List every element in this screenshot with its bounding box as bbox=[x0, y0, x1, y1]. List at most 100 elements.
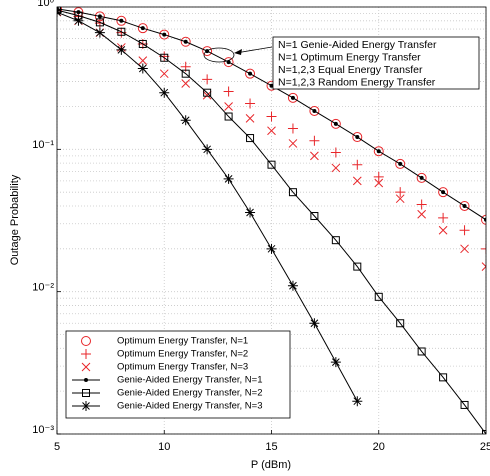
marker-star bbox=[309, 318, 320, 329]
marker-plus bbox=[459, 225, 470, 236]
marker-circle bbox=[81, 336, 91, 346]
marker-dot bbox=[376, 149, 381, 154]
marker-dot bbox=[119, 18, 124, 23]
annotation-text: N=1 Genie-Aided Energy Transfer bbox=[278, 39, 437, 51]
marker-square bbox=[310, 212, 319, 221]
marker-circle bbox=[57, 7, 62, 14]
marker-star bbox=[81, 401, 91, 411]
legend: Optimum Energy Transfer, N=1 Optimum Ener… bbox=[65, 330, 291, 419]
x-tick-label: 5 bbox=[54, 441, 60, 453]
marker-star bbox=[137, 63, 148, 74]
marker-plus bbox=[395, 187, 406, 198]
legend-label: Optimum Energy Transfer, N=1 bbox=[117, 336, 248, 347]
marker-plus bbox=[330, 147, 341, 158]
marker-star bbox=[202, 144, 213, 155]
marker-circle bbox=[438, 187, 449, 198]
marker-circle bbox=[180, 36, 191, 47]
marker-dot bbox=[140, 26, 145, 31]
marker-cross bbox=[310, 151, 319, 161]
marker-dot bbox=[84, 378, 88, 382]
marker-square bbox=[160, 53, 169, 62]
legend-label: Genie-Aided Energy Transfer, N=2 bbox=[117, 388, 262, 399]
marker-dot bbox=[248, 71, 253, 76]
y-tick-label: 10⁻³ bbox=[32, 424, 54, 436]
marker-circle bbox=[481, 214, 486, 225]
marker-circle bbox=[416, 172, 427, 183]
marker-square bbox=[417, 347, 426, 356]
marker-plus bbox=[202, 74, 213, 85]
marker-star bbox=[330, 357, 341, 368]
y-axis-label: Outage Probability bbox=[9, 174, 21, 265]
marker-dot bbox=[269, 83, 274, 88]
marker-star bbox=[223, 173, 234, 184]
marker-star bbox=[159, 87, 170, 98]
marker-star bbox=[73, 15, 84, 26]
marker-dot bbox=[484, 217, 486, 222]
marker-plus bbox=[373, 171, 384, 182]
marker-square bbox=[396, 319, 405, 328]
marker-plus bbox=[309, 135, 320, 146]
marker-cross bbox=[81, 362, 91, 372]
annotation-arrow bbox=[235, 46, 273, 54]
y-tick-label: 10⁻² bbox=[32, 282, 54, 294]
annotation-text: N=1,2,3 Equal Energy Transfer bbox=[278, 64, 423, 76]
marker-circle bbox=[137, 23, 148, 34]
marker-plus bbox=[81, 349, 91, 359]
marker-dot bbox=[312, 108, 317, 113]
marker-circle bbox=[287, 92, 298, 103]
marker-circle bbox=[223, 57, 234, 68]
y-tick-label: 10⁰ bbox=[37, 0, 54, 9]
marker-square bbox=[117, 27, 126, 36]
data-layer bbox=[57, 7, 486, 434]
marker-cross bbox=[181, 79, 191, 88]
marker-square bbox=[138, 39, 147, 48]
y-tick-label: 10⁻¹ bbox=[32, 139, 54, 151]
marker-plus bbox=[266, 111, 277, 122]
marker-plus bbox=[352, 159, 363, 170]
annotation-ellipse bbox=[203, 47, 235, 63]
legend-label: Optimum Energy Transfer, N=3 bbox=[117, 362, 248, 373]
marker-square bbox=[203, 88, 212, 97]
legend-label: Genie-Aided Energy Transfer, N=1 bbox=[117, 375, 262, 386]
marker-square bbox=[181, 69, 190, 78]
marker-cross bbox=[438, 225, 448, 235]
x-tick-label: 10 bbox=[158, 441, 170, 453]
marker-star bbox=[266, 243, 277, 254]
marker-plus bbox=[245, 98, 256, 109]
marker-star bbox=[116, 44, 127, 55]
marker-dot bbox=[398, 161, 403, 166]
marker-dot bbox=[97, 14, 102, 19]
annotation-text: N=1 Optimum Energy Transfer bbox=[278, 51, 421, 63]
annotation-text: N=1,2,3 Random Energy Transfer bbox=[278, 76, 436, 88]
marker-plus bbox=[438, 212, 449, 223]
annotation-box bbox=[272, 36, 480, 90]
legend-label: Optimum Energy Transfer, N=2 bbox=[117, 349, 248, 360]
marker-circle bbox=[395, 158, 406, 169]
marker-cross bbox=[202, 90, 212, 100]
marker-plus bbox=[287, 123, 298, 134]
marker-plus bbox=[223, 86, 234, 97]
marker-square bbox=[374, 292, 383, 301]
marker-dot bbox=[441, 190, 446, 195]
marker-circle bbox=[202, 46, 213, 57]
marker-cross bbox=[395, 194, 405, 204]
marker-dot bbox=[419, 175, 424, 180]
marker-star bbox=[94, 27, 105, 38]
marker-star bbox=[352, 396, 363, 407]
marker-cross bbox=[331, 163, 341, 173]
marker-circle bbox=[330, 118, 341, 129]
marker-cross bbox=[138, 56, 148, 65]
series-line bbox=[57, 9, 486, 434]
marker-cross bbox=[460, 244, 469, 254]
marker-star bbox=[245, 207, 256, 218]
marker-dot bbox=[290, 95, 295, 100]
legend-label: Genie-Aided Energy Transfer, N=3 bbox=[117, 401, 262, 412]
marker-square bbox=[460, 400, 469, 409]
marker-cross bbox=[481, 262, 486, 271]
marker-dot bbox=[355, 135, 360, 140]
marker-square bbox=[57, 7, 61, 15]
marker-cross bbox=[374, 178, 384, 188]
marker-cross bbox=[224, 102, 233, 111]
